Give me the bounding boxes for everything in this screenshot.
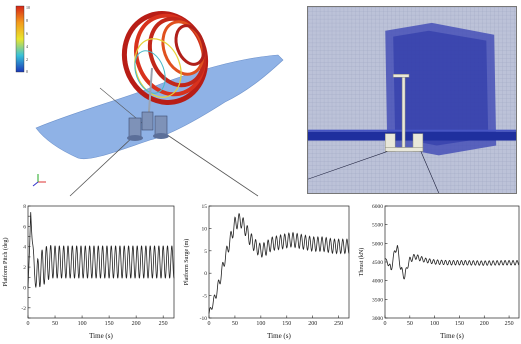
y-tick-label: 2 [23, 265, 26, 271]
y-tick-label: 4000 [372, 279, 383, 285]
plot-frame [27, 205, 175, 319]
ocean-surface [35, 54, 284, 160]
colorbar-tick-label: 4 [26, 44, 28, 49]
x-axis-label: Time (s) [440, 332, 464, 340]
vortex-wake [121, 11, 209, 105]
free-surface-band-edge [308, 129, 516, 132]
y-tick-label: 0 [23, 285, 26, 291]
x-tick-label: 250 [159, 321, 168, 327]
x-tick-label: 100 [78, 321, 87, 327]
colorbar-tick-label: 8 [26, 18, 28, 23]
series-line [384, 245, 520, 280]
y-tick-label: 4500 [372, 260, 383, 266]
refined-mesh-region-inner [393, 30, 489, 146]
turbine-structure [385, 74, 424, 152]
y-axis-label: Platform Surge (m) [183, 239, 190, 286]
colorbar-ticks: 10 8 6 4 2 0 [26, 5, 30, 74]
x-tick-label: 150 [105, 321, 114, 327]
y-tick-label: 5000 [372, 241, 383, 247]
x-axis-label: Time (s) [89, 332, 113, 340]
y-tick-label: -10 [200, 316, 208, 322]
x-tick-label: 200 [132, 321, 141, 327]
axes-triad-icon [32, 174, 46, 187]
mooring-line [69, 134, 136, 197]
x-tick-label: 200 [480, 321, 489, 327]
y-tick-label: -5 [202, 294, 207, 300]
plot-frame [384, 205, 520, 319]
x-tick-label: 150 [455, 321, 464, 327]
x-tick-label: 200 [308, 321, 317, 327]
mooring-line [308, 151, 388, 180]
series-line [208, 212, 350, 314]
thrust-chart: 0 50 100 150 200 250 3000 3500 4000 4500 5000 5500 6… [358, 204, 520, 340]
y-tick-label: 6 [23, 224, 26, 230]
y-tick-label: 3000 [372, 316, 383, 322]
colorbar-tick-label: 2 [26, 57, 28, 62]
y-tick-label: 0 [204, 271, 207, 277]
y-tick-label: 3500 [372, 297, 383, 303]
y-axis-label: Thrust (kN) [358, 248, 365, 277]
colorbar-tick-label: 10 [26, 5, 30, 10]
x-tick-label: 0 [208, 321, 211, 327]
x-tick-label: 0 [384, 321, 387, 327]
plot-frame [208, 205, 350, 319]
y-tick-label: 15 [202, 204, 208, 210]
surge-chart: 0 50 100 150 200 250 -10 -5 0 5 10 15 Time (s) Platfo… [183, 204, 350, 340]
floating-platform [127, 111, 169, 141]
y-tick-label: -2 [21, 306, 26, 312]
x-axis-label: Time (s) [267, 332, 291, 340]
x-tick-label: 100 [256, 321, 265, 327]
colorbar-tick-label: 6 [26, 31, 28, 36]
mooring-line [420, 151, 440, 193]
y-tick-label: 8 [23, 204, 26, 210]
y-tick-label: 6000 [372, 204, 383, 210]
cfd-vortex-visualization: 10 8 6 4 2 0 [15, 5, 284, 197]
y-tick-label: 5500 [372, 223, 383, 229]
colorbar [15, 5, 25, 73]
colorbar-tick-label: 0 [26, 69, 28, 74]
x-tick-label: 250 [334, 321, 343, 327]
y-axis-label: Platform Pitch (deg) [2, 238, 9, 287]
x-tick-label: 50 [232, 321, 238, 327]
x-tick-label: 150 [282, 321, 291, 327]
x-tick-label: 50 [407, 321, 413, 327]
free-surface-band [308, 131, 516, 141]
x-tick-label: 100 [430, 321, 439, 327]
series-line [27, 212, 175, 289]
mooring-line [159, 129, 259, 197]
mesh-view [307, 6, 517, 194]
y-tick-label: 10 [202, 226, 208, 232]
x-tick-label: 250 [505, 321, 514, 327]
y-tick-label: 4 [23, 245, 26, 251]
y-tick-label: 5 [204, 249, 207, 255]
pitch-chart: 0 50 100 150 200 250 -2 0 2 4 6 8 Time (s) Platform P… [2, 204, 175, 340]
x-tick-label: 50 [52, 321, 58, 327]
x-tick-label: 0 [27, 321, 30, 327]
